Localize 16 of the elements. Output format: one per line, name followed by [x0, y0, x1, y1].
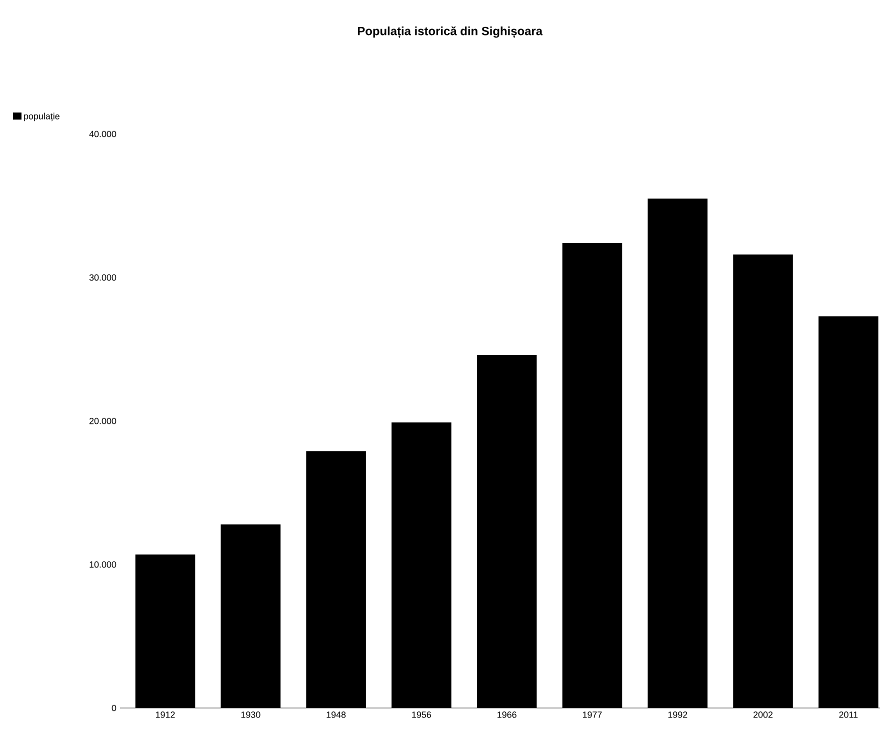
- x-tick-label: 1966: [498, 712, 516, 718]
- legend-label: populație: [24, 112, 60, 122]
- y-tick-label: 10.000: [90, 561, 116, 568]
- x-tick-label: 1948: [326, 712, 346, 718]
- x-tick-label: 1956: [412, 712, 432, 718]
- y-tick-label: 30.000: [89, 274, 116, 281]
- y-tick-label: 0: [112, 704, 116, 712]
- y-tick-label: 40.000: [89, 130, 116, 138]
- chart-title: Populația istorică din Sighișoara: [358, 26, 543, 38]
- x-tick-label: 2002: [753, 712, 773, 718]
- x-tick-label: 1912: [156, 712, 175, 718]
- x-tick-label: 1992: [668, 712, 688, 718]
- y-tick-label: 20.000: [90, 418, 116, 424]
- x-tick-label: 2011: [839, 712, 858, 718]
- x-tick-label: 1930: [241, 712, 260, 718]
- x-tick-label: 1977: [582, 712, 602, 718]
